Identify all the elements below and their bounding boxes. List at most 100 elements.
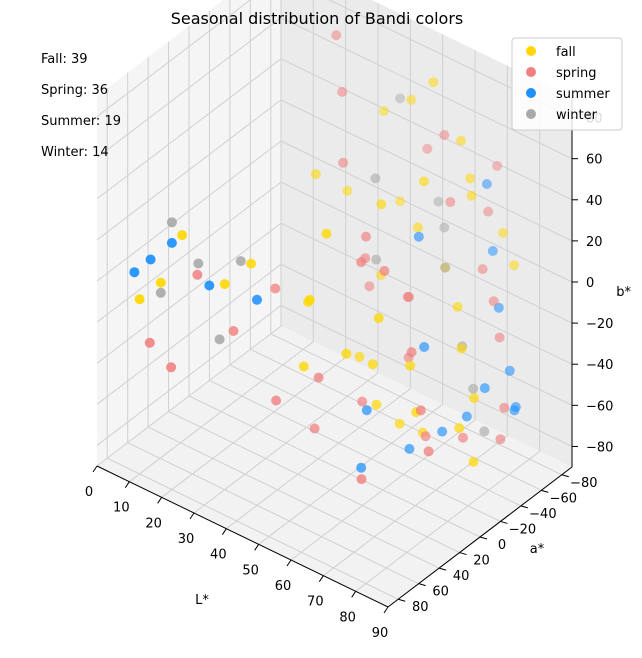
point-summer [481,179,492,189]
x-tick-label: 30 [178,532,195,547]
point-fall [367,359,378,370]
y-tick-label: −80 [570,476,597,491]
point-winter [214,334,225,345]
x-tick-mark [318,575,324,582]
grid-y-floor [168,411,460,554]
point-spring [357,396,368,407]
point-spring [144,337,155,348]
point-summer [437,426,448,437]
z-tick-label: 60 [586,153,603,168]
point-fall [456,135,466,146]
legend-frame [511,37,623,131]
point-spring [356,257,367,268]
point-summer [461,411,472,422]
point-fall [456,343,467,354]
count-winter: Winter: 14 [41,145,109,160]
point-fall [395,196,406,207]
x-tick-label: 20 [145,516,162,531]
y-tick-label: 80 [412,600,429,615]
point-fall [341,348,352,359]
legend-label-spring: spring [556,66,596,81]
grid-y-floor [147,426,440,569]
point-fall [428,77,439,88]
point-summer [252,294,262,305]
point-fall [498,227,509,238]
point-fall [304,294,315,305]
y-tick-mark [561,474,569,478]
point-fall [469,393,480,404]
x-tick-mark [351,591,357,598]
y-tick-label: 60 [432,585,449,600]
point-spring [499,402,510,413]
back-pane [281,0,572,467]
y-tick-mark [438,567,447,571]
y-tick-label: −60 [550,491,577,506]
legend-label-summer: summer [556,87,610,102]
point-spring [495,434,506,445]
grid-z-left [96,181,282,323]
point-spring [338,157,349,168]
point-summer [404,443,415,454]
point-fall [371,399,382,410]
point-spring [364,281,375,292]
point-spring [271,395,282,406]
legend-marker-fall [526,46,536,56]
grid-z-back [280,181,573,324]
grid-y-floor [127,442,419,585]
count-summer: Summer: 19 [41,114,121,129]
legend-marker-winter [526,109,536,119]
point-summer [356,462,367,473]
z-axis-label: b* [616,285,631,300]
grid-z-back [280,263,573,406]
point-spring [331,30,342,41]
x-tick-label: 0 [85,485,93,500]
grid-z-back [280,222,573,365]
grid-z-back [280,99,573,242]
point-spring [309,423,320,434]
point-winter [440,262,451,273]
x-axis-line [96,465,389,608]
y-tick-label: 0 [498,538,506,553]
point-spring [492,160,503,171]
x-tick-mark [124,481,130,488]
grid-z-left [96,99,282,241]
x-tick-label: 50 [242,563,259,578]
y-tick-mark [398,598,406,602]
x-tick-label: 80 [339,610,356,625]
point-spring [415,405,426,416]
y-tick-mark [418,583,426,587]
x-tick-label: 70 [307,595,324,610]
x-tick-mark [92,465,98,473]
point-spring [445,197,456,207]
point-fall [452,301,463,312]
grid-z-left [96,305,282,446]
grid-y-floor [250,348,542,491]
point-spring [337,86,348,97]
legend-label-winter: winter [556,108,598,123]
x-tick-label: 90 [372,626,389,641]
y-tick-mark [459,552,467,556]
legend: fall spring summer winter [511,37,623,131]
y-axis-label: a* [530,542,545,557]
data-points [129,30,521,485]
point-fall [321,228,332,239]
x-tick-mark [383,606,389,614]
point-winter [439,222,450,233]
y-tick-label: −40 [529,507,556,522]
point-winter [395,93,406,104]
x-tick-mark [189,512,195,520]
grid-y-floor [270,333,562,476]
grid-z-left [96,140,282,282]
point-summer [166,237,177,248]
legend-marker-spring [526,67,536,77]
grid-z-left [96,17,282,159]
point-fall [418,176,429,187]
point-spring [458,432,468,443]
z-tick-label: 20 [586,235,603,250]
grid-y-floor [107,457,399,600]
point-fall [134,294,145,305]
point-spring [356,474,367,485]
point-summer [510,402,521,412]
grid-z-left [96,263,282,405]
point-spring [494,332,505,343]
